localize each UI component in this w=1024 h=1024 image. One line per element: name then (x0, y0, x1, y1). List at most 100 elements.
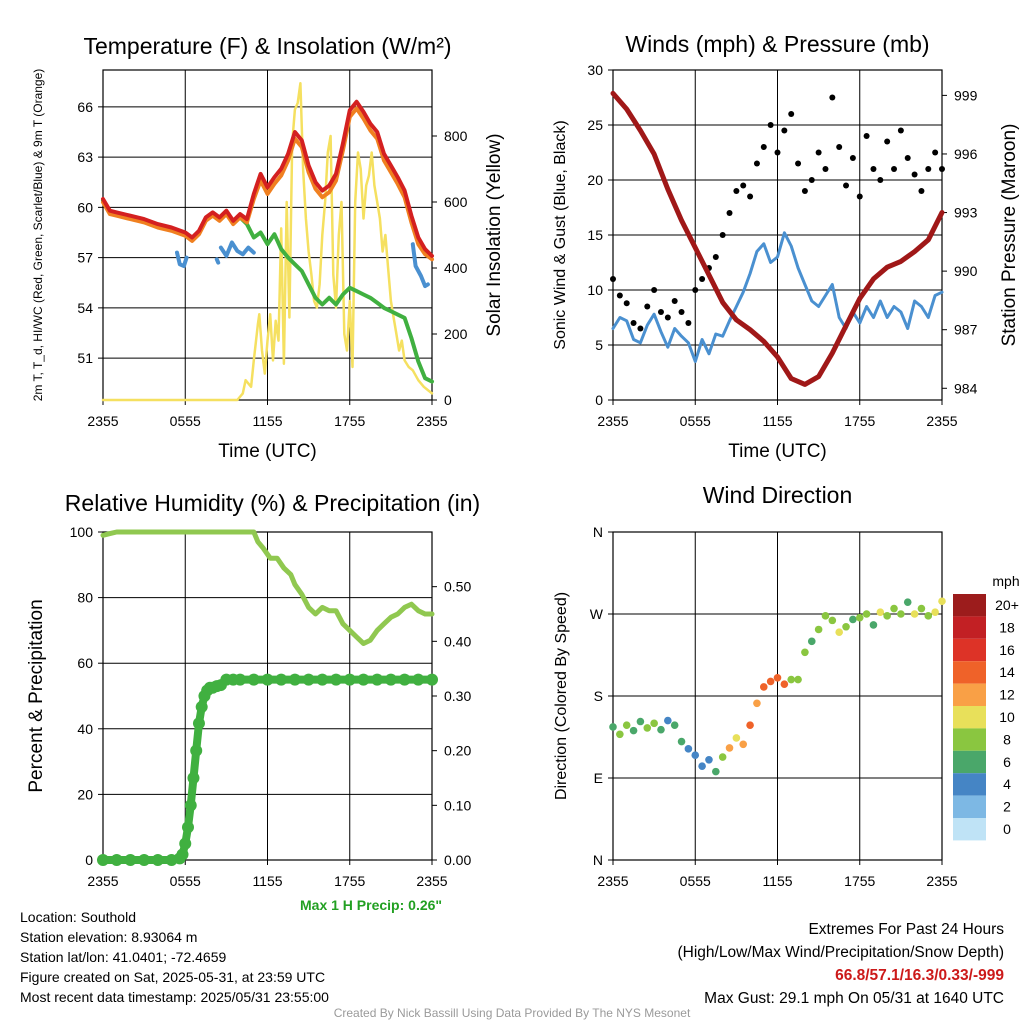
speed-legend-swatch (953, 594, 986, 617)
temp-ytick-label: 57 (77, 250, 93, 266)
gust-point (849, 155, 856, 161)
gust-point (897, 127, 904, 134)
speed-legend-unit: mph (992, 573, 1019, 589)
wind-direction-point (862, 610, 871, 618)
wind-direction-point (629, 726, 638, 735)
wind-y2tick-label: 996 (954, 146, 978, 162)
dir-xtick-label: 0555 (680, 873, 711, 889)
gust-point (623, 300, 630, 307)
wind-direction-point (650, 719, 658, 728)
wind-ytick-label: 0 (595, 392, 603, 408)
gust-point (856, 193, 863, 200)
rh-y2tick-label: 0.40 (444, 633, 471, 649)
wind-y2-axis-label: Station Pressure (Maroon) (999, 124, 1020, 347)
wind-ytick-label: 10 (587, 282, 603, 298)
speed-legend-swatch (953, 706, 986, 729)
wind-direction-point (814, 625, 823, 634)
speed-legend-label: 6 (1003, 754, 1011, 770)
heat-index-line (218, 240, 256, 258)
gust-point (712, 254, 719, 260)
speed-legend-label: 8 (1003, 731, 1011, 747)
speed-legend-swatch (953, 616, 986, 639)
gust-point (808, 177, 815, 183)
wind-xtick-label: 1155 (762, 413, 792, 429)
temp-xtick-label: 1755 (334, 413, 365, 429)
dir-xtick-label: 1755 (844, 873, 875, 889)
wind-y2tick-label: 984 (954, 380, 978, 396)
gust-point (726, 210, 733, 216)
recent-data-timestamp: Most recent data timestamp: 2025/05/31 2… (20, 989, 329, 1005)
wind-direction-point (794, 675, 802, 684)
gust-point (829, 94, 836, 101)
wind-direction-point (807, 637, 816, 646)
speed-legend-swatch (953, 638, 986, 662)
relative-humidity-line (100, 529, 435, 646)
gust-point (932, 149, 939, 156)
wind-direction-point (903, 598, 912, 606)
rh-y-axis-label: Percent & Precipitation (26, 599, 47, 792)
gust-point (877, 177, 884, 183)
wind-direction-point (876, 608, 885, 616)
wind-direction-point (705, 755, 713, 764)
gust-point (616, 292, 623, 299)
wind-ytick-label: 5 (595, 337, 603, 353)
speed-legend-label: 14 (999, 664, 1015, 680)
wind-xtick-label: 2355 (597, 413, 628, 429)
gust-point (664, 314, 671, 321)
extremes-subtitle: (High/Low/Max Wind/Precipitation/Snow De… (677, 944, 1005, 961)
wind-direction-point (718, 753, 727, 761)
temp-x-axis-label: Time (UTC) (218, 441, 317, 462)
gust-point (644, 303, 651, 310)
rh-y2tick-label: 0.10 (444, 797, 471, 813)
rh-xtick-label: 1155 (252, 873, 282, 889)
speed-legend-label: 18 (999, 619, 1015, 635)
gust-point (822, 166, 829, 172)
wind-y2tick-label: 993 (954, 205, 978, 221)
heat-index-line (410, 242, 430, 289)
dir-chart-title: Wind Direction (703, 482, 853, 508)
gust-point (630, 320, 637, 326)
speed-legend-label: 20+ (995, 597, 1019, 613)
temp-y2tick-label: 200 (444, 326, 468, 342)
station-pressure-line (610, 90, 945, 387)
gust-point (843, 182, 850, 189)
station-elevation: Station elevation: 8.93064 m (20, 929, 198, 945)
rh-ytick-label: 20 (77, 786, 93, 802)
wind-ytick-label: 20 (587, 172, 603, 188)
wind-direction-point (828, 616, 837, 625)
speed-legend-swatch (953, 661, 986, 684)
temp-y-axis-label: 2m T, T_d, HI/WC (Red, Green, Scarlet/Bl… (31, 69, 45, 402)
wind-x-axis-label: Time (UTC) (728, 441, 827, 462)
speed-legend-swatch (953, 683, 986, 706)
wind-direction-point (725, 744, 734, 752)
wind-direction-point (835, 628, 843, 637)
gust-point (760, 144, 767, 150)
wind-direction-point (773, 673, 782, 682)
wind-direction-point (883, 612, 891, 620)
heat-index-line (175, 250, 189, 268)
wind-direction-point (821, 612, 830, 620)
temp-ytick-label: 51 (77, 350, 93, 366)
wind-direction-point (801, 648, 809, 657)
temp-xtick-label: 2355 (87, 413, 118, 429)
rh-xtick-label: 2355 (416, 873, 447, 889)
temp-plot-frame (102, 69, 433, 401)
temp-2m-line (101, 99, 434, 258)
wind-ytick-label: 25 (587, 117, 603, 133)
wind-direction-point (622, 721, 631, 729)
dir-xtick-label: 2355 (926, 873, 957, 889)
dir-y-axis-label: Direction (Colored By Speed) (553, 592, 570, 800)
gust-point (671, 298, 678, 304)
gust-point (788, 111, 795, 117)
gust-point (781, 127, 788, 134)
speed-legend-label: 16 (999, 642, 1015, 658)
dir-ytick-label: S (594, 688, 603, 704)
temp-xtick-label: 2355 (416, 413, 447, 429)
gust-point (657, 309, 664, 315)
wind-direction-point (849, 615, 857, 624)
speed-legend-label: 2 (1003, 799, 1011, 815)
rh-ytick-label: 40 (77, 721, 93, 737)
wind-direction-point (739, 740, 748, 749)
wind-ytick-label: 15 (587, 227, 603, 243)
heat-index-line (214, 257, 221, 265)
